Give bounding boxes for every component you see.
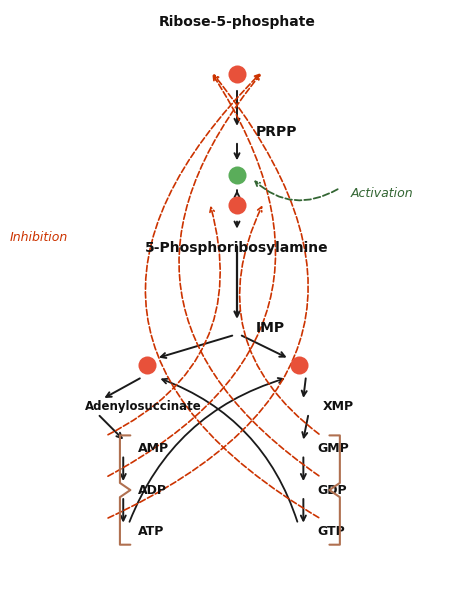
- Text: Ribose-5-phosphate: Ribose-5-phosphate: [159, 14, 315, 29]
- Text: AMP: AMP: [137, 442, 169, 455]
- Text: IMP: IMP: [256, 321, 285, 336]
- FancyArrowPatch shape: [108, 207, 220, 435]
- Text: Adenylosuccinate: Adenylosuccinate: [85, 400, 202, 413]
- Text: 5-Phosphoribosylamine: 5-Phosphoribosylamine: [145, 241, 329, 255]
- FancyArrowPatch shape: [108, 75, 308, 518]
- FancyArrowPatch shape: [239, 207, 319, 434]
- Text: GTP: GTP: [318, 525, 346, 538]
- FancyArrowPatch shape: [162, 379, 297, 522]
- Text: Inhibition: Inhibition: [9, 231, 68, 244]
- Text: GMP: GMP: [318, 442, 349, 455]
- FancyArrowPatch shape: [179, 75, 319, 476]
- FancyArrowPatch shape: [129, 378, 283, 522]
- Text: GDP: GDP: [318, 484, 347, 497]
- Text: ATP: ATP: [137, 525, 164, 538]
- FancyArrowPatch shape: [255, 181, 337, 200]
- FancyArrowPatch shape: [146, 74, 319, 517]
- Text: Activation: Activation: [351, 187, 413, 200]
- Text: XMP: XMP: [322, 400, 354, 413]
- Text: ADP: ADP: [137, 484, 166, 497]
- Text: PRPP: PRPP: [256, 125, 298, 139]
- FancyArrowPatch shape: [108, 75, 275, 476]
